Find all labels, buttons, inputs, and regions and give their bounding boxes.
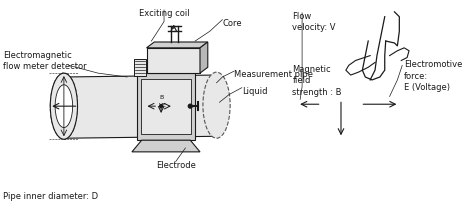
Text: Flow
velocity: V: Flow velocity: V [292,12,336,32]
Text: Magnetic
field
strength : B: Magnetic field strength : B [292,65,342,97]
Ellipse shape [50,73,78,139]
Polygon shape [137,73,195,140]
Polygon shape [146,48,200,73]
Polygon shape [141,79,191,134]
Text: B: B [159,95,163,100]
Polygon shape [134,58,146,76]
Polygon shape [200,42,208,73]
Text: Liquid: Liquid [242,87,267,96]
Text: V: V [159,103,164,108]
Circle shape [188,104,192,108]
Ellipse shape [203,72,230,138]
Text: Pipe inner diameter: D: Pipe inner diameter: D [3,192,98,201]
Ellipse shape [55,85,73,127]
Text: Electromagnetic
flow meter detector: Electromagnetic flow meter detector [3,51,86,71]
Polygon shape [64,75,215,138]
Polygon shape [146,42,208,48]
Polygon shape [132,140,200,152]
Text: Electrode: Electrode [156,161,196,170]
Text: Core: Core [222,19,242,28]
Text: Electromotive
force:
E (Voltage): Electromotive force: E (Voltage) [404,60,463,92]
Circle shape [160,105,163,108]
Text: E: E [161,103,165,108]
Text: Exciting coil: Exciting coil [139,9,189,18]
Text: Measurement pipe: Measurement pipe [234,70,313,79]
